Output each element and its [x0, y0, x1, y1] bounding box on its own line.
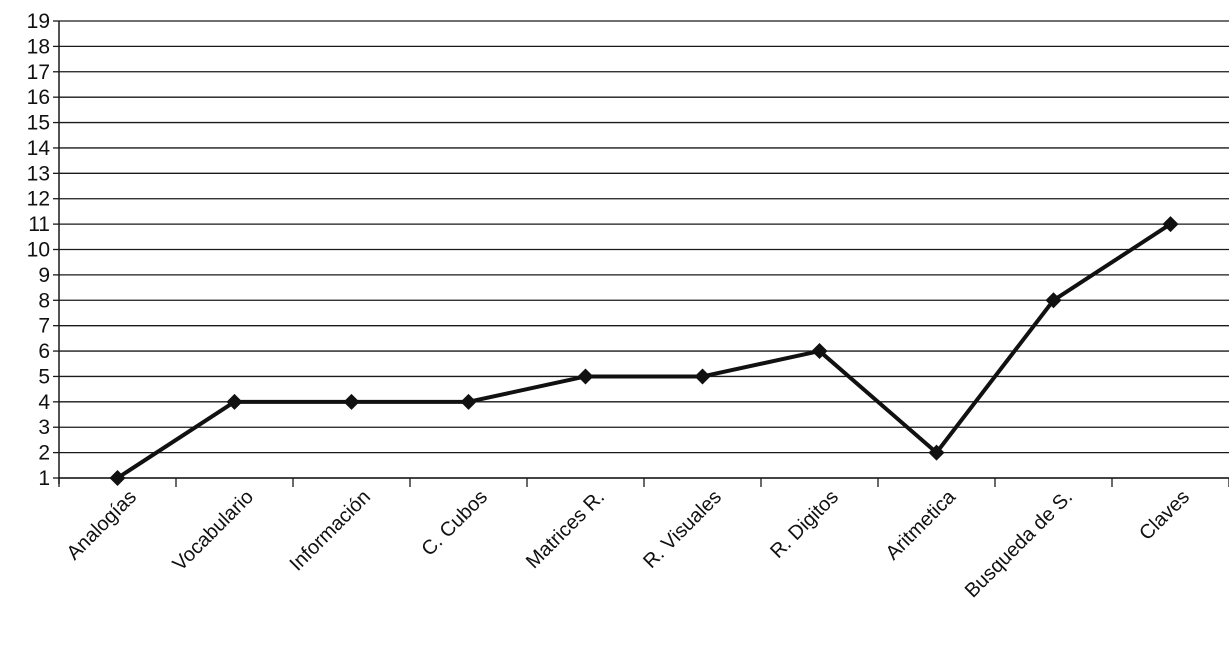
y-tick-label: 13 — [27, 162, 50, 185]
y-tick-label: 16 — [27, 86, 50, 109]
y-tick-label: 5 — [38, 365, 50, 388]
y-tick-label: 6 — [38, 340, 50, 363]
y-tick-label: 8 — [38, 289, 50, 312]
y-tick-label: 19 — [27, 10, 50, 33]
data-point-marker — [811, 343, 828, 360]
x-tick-label: Matrices R. — [522, 486, 609, 573]
y-tick-label: 2 — [38, 442, 50, 465]
y-tick-label: 12 — [27, 188, 50, 211]
x-tick-label: R. Visuales — [639, 486, 726, 573]
y-tick-label: 15 — [27, 112, 50, 135]
y-tick-label: 11 — [28, 213, 50, 236]
series-scores — [109, 216, 1179, 486]
x-tick-label: Vocabulario — [169, 486, 258, 575]
x-tick-label: Aritmetica — [882, 485, 961, 564]
y-tick-label: 14 — [27, 137, 51, 160]
data-point-marker — [577, 368, 594, 385]
y-tick-label: 7 — [38, 315, 50, 338]
y-tick-label: 3 — [38, 416, 50, 439]
x-tick-label: Busqueda de S. — [961, 486, 1077, 602]
data-point-marker — [343, 393, 360, 410]
x-tick-label: R. Digitos — [766, 486, 843, 563]
y-tick-label: 1 — [38, 467, 50, 490]
y-tick-label: 18 — [27, 35, 50, 58]
x-tick-label: Analogías — [63, 486, 141, 564]
gridlines — [59, 20, 1229, 479]
y-tick-label: 17 — [27, 61, 50, 84]
x-axis: Analogías Vocabulario Información C. Cubos M… — [58, 477, 1229, 602]
data-point-marker — [109, 470, 126, 486]
y-tick-label: 9 — [38, 264, 50, 287]
y-tick-label: 4 — [38, 391, 50, 414]
data-point-marker — [460, 393, 477, 410]
x-tick-label: Claves — [1135, 486, 1194, 545]
y-tick-label: 10 — [27, 239, 50, 262]
data-point-marker — [928, 444, 945, 461]
data-point-marker — [694, 368, 711, 385]
x-tick-label: C. Cubos — [418, 486, 493, 561]
x-tick-label: Información — [286, 486, 375, 575]
series-line — [116, 222, 1172, 480]
data-point-marker — [226, 393, 243, 410]
data-point-marker — [1162, 216, 1179, 233]
data-point-marker — [1045, 292, 1062, 309]
